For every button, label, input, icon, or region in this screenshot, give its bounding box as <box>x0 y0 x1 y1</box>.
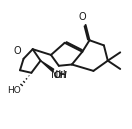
Text: O: O <box>14 46 21 56</box>
Text: OH: OH <box>54 71 67 80</box>
Text: O: O <box>79 12 86 22</box>
Polygon shape <box>41 61 54 71</box>
Text: OH: OH <box>54 71 67 80</box>
Text: HO: HO <box>7 86 21 95</box>
Text: NH: NH <box>51 70 66 80</box>
